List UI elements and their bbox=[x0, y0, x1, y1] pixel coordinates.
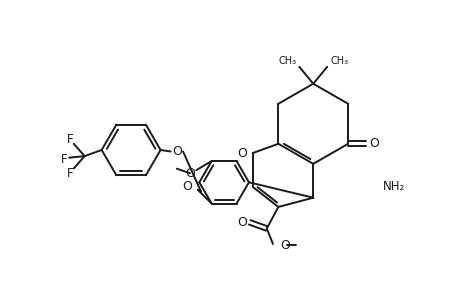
Text: F: F bbox=[61, 153, 67, 166]
Text: O: O bbox=[236, 216, 246, 229]
Text: O: O bbox=[185, 167, 195, 180]
Text: O: O bbox=[236, 146, 246, 160]
Text: NH₂: NH₂ bbox=[382, 180, 404, 194]
Text: O: O bbox=[172, 145, 181, 158]
Text: CH₃: CH₃ bbox=[278, 56, 296, 66]
Text: CH₃: CH₃ bbox=[330, 56, 347, 66]
Text: O: O bbox=[368, 137, 378, 150]
Text: O: O bbox=[182, 180, 191, 193]
Text: F: F bbox=[67, 133, 74, 146]
Text: F: F bbox=[67, 167, 74, 180]
Text: O: O bbox=[280, 239, 290, 252]
